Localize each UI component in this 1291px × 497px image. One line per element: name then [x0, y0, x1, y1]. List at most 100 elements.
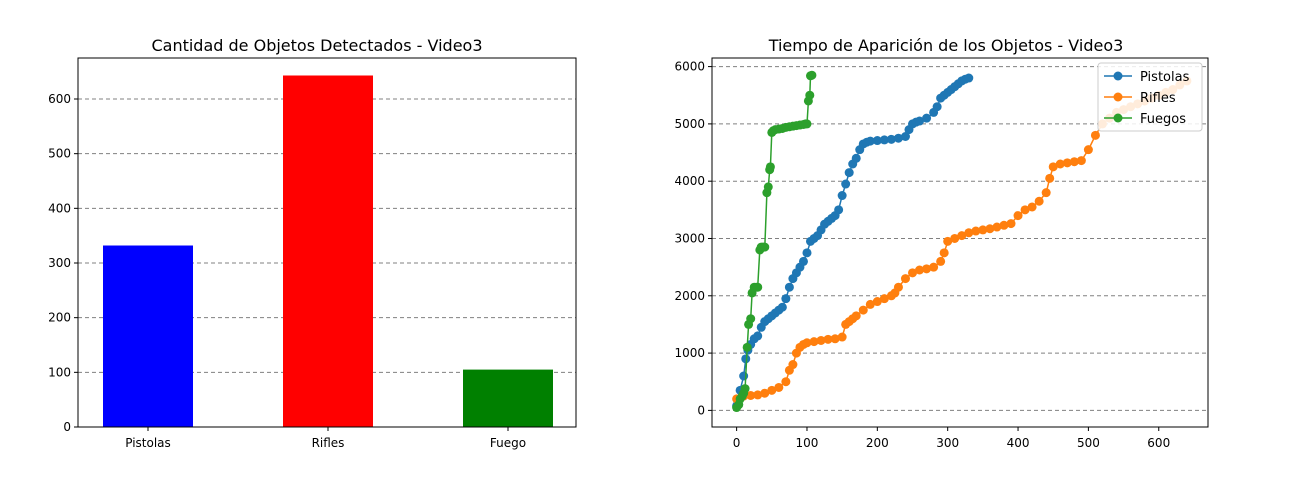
data-point-rifles — [922, 264, 932, 274]
bar-y-tick-label: 500 — [48, 147, 71, 161]
data-point-pistolas — [837, 191, 847, 201]
line-x-tick-label: 100 — [796, 436, 819, 450]
line-chart-title: Tiempo de Aparición de los Objetos - Vid… — [768, 36, 1124, 55]
bar-y-tick-label: 0 — [63, 420, 71, 434]
data-point-rifles — [1083, 145, 1093, 155]
data-point-rifles — [753, 390, 763, 400]
data-point-fuegos — [746, 314, 756, 324]
data-point-rifles — [1048, 162, 1058, 172]
data-point-rifles — [865, 299, 875, 309]
bar-y-tick-label: 100 — [48, 365, 71, 379]
bar-y-tick-label: 400 — [48, 201, 71, 215]
data-point-pistolas — [777, 302, 787, 312]
data-point-pistolas — [893, 133, 903, 143]
data-point-rifles — [1034, 196, 1044, 206]
bar-rifles — [283, 75, 373, 427]
data-point-rifles — [950, 233, 960, 243]
bar-chart-frame — [77, 57, 577, 428]
legend-item-rifles: Rifles — [1104, 91, 1176, 106]
bar-y-tick-label: 600 — [48, 92, 71, 106]
data-point-rifles — [767, 385, 777, 395]
data-point-rifles — [978, 225, 988, 235]
data-point-pistolas — [844, 168, 854, 178]
line-chart-y-axis: 0 1000 2000 3000 4000 5000 6000 — [674, 60, 712, 417]
legend-label: Pistolas — [1140, 70, 1190, 85]
data-point-pistolas — [900, 131, 910, 141]
line-y-tick-label: 5000 — [674, 117, 705, 131]
bar-chart-title: Cantidad de Objetos Detectados - Video3 — [151, 36, 482, 55]
data-point-rifles — [971, 226, 981, 236]
data-point-rifles — [1090, 130, 1100, 140]
data-point-rifles — [788, 360, 798, 370]
line-x-tick-label: 200 — [866, 436, 889, 450]
data-point-fuegos — [742, 342, 752, 352]
data-point-rifles — [999, 220, 1009, 230]
data-point-pistolas — [802, 248, 812, 258]
data-point-rifles — [1076, 156, 1086, 166]
data-point-pistolas — [851, 153, 861, 163]
data-point-rifles — [802, 338, 812, 348]
data-point-rifles — [837, 332, 847, 342]
legend-box — [1097, 62, 1203, 132]
data-point-rifles — [992, 222, 1002, 232]
data-point-fuegos — [807, 70, 817, 80]
data-point-rifles — [929, 262, 939, 272]
line-chart: Tiempo de Aparición de los Objetos - Vid… — [674, 36, 1209, 450]
data-point-rifles — [893, 282, 903, 292]
line-chart-x-axis: 0 100 200 300 400 500 600 — [733, 427, 1170, 450]
line-x-tick-label: 500 — [1077, 436, 1100, 450]
line-y-tick-label: 3000 — [674, 231, 705, 245]
series-pistolas — [732, 73, 974, 411]
data-point-rifles — [781, 377, 791, 387]
data-point-rifles — [1045, 173, 1055, 183]
data-point-rifles — [936, 256, 946, 266]
data-point-fuegos — [760, 242, 770, 252]
data-point-pistolas — [781, 294, 791, 304]
data-point-pistolas — [886, 134, 896, 144]
data-point-fuegos — [753, 282, 763, 292]
data-point-rifles — [939, 248, 949, 258]
line-x-tick-label: 0 — [733, 436, 741, 450]
data-point-rifles — [760, 388, 770, 398]
bar-chart-bars — [103, 75, 553, 427]
line-y-tick-label: 2000 — [674, 289, 705, 303]
data-point-rifles — [879, 294, 889, 304]
line-x-tick-label: 600 — [1147, 436, 1170, 450]
line-y-tick-label: 1000 — [674, 346, 705, 360]
data-point-pistolas — [879, 135, 889, 145]
bar-chart-x-axis: Pistolas Rifles Fuego — [125, 427, 526, 450]
data-point-fuegos — [805, 90, 815, 100]
data-point-pistolas — [784, 282, 794, 292]
bar-x-tick-label: Pistolas — [125, 436, 171, 450]
legend-item-pistolas: Pistolas — [1104, 70, 1190, 85]
legend-swatch-marker — [1113, 113, 1123, 123]
data-point-pistolas — [932, 102, 942, 112]
legend-item-fuegos: Fuegos — [1104, 112, 1186, 127]
data-point-rifles — [957, 231, 967, 241]
data-point-rifles — [872, 297, 882, 307]
data-point-rifles — [943, 236, 953, 246]
data-point-pistolas — [841, 179, 851, 189]
data-point-pistolas — [739, 371, 749, 381]
bar-chart-y-axis: 0 100 200 300 400 500 600 — [48, 92, 78, 434]
data-point-rifles — [851, 311, 861, 321]
legend-swatch-marker — [1113, 71, 1123, 81]
data-point-rifles — [746, 390, 756, 400]
line-chart-legend: Pistolas Rifles Fuegos — [1097, 62, 1203, 132]
bar-x-tick-label: Fuego — [490, 436, 526, 450]
legend-label: Rifles — [1140, 91, 1176, 106]
data-point-rifles — [1020, 205, 1030, 215]
data-point-pistolas — [834, 205, 844, 215]
data-point-rifles — [809, 337, 819, 347]
bar-y-tick-label: 300 — [48, 256, 71, 270]
bar-y-tick-label: 200 — [48, 311, 71, 325]
legend-swatch-marker — [1113, 92, 1123, 102]
line-y-tick-label: 0 — [697, 403, 705, 417]
data-point-rifles — [774, 382, 784, 392]
bar-fuego — [463, 369, 553, 427]
bar-chart: Cantidad de Objetos Detectados - Video3 … — [48, 36, 577, 450]
data-point-rifles — [915, 265, 925, 275]
data-point-fuegos — [765, 162, 775, 172]
bar-x-tick-label: Rifles — [312, 436, 345, 450]
line-x-tick-label: 300 — [936, 436, 959, 450]
